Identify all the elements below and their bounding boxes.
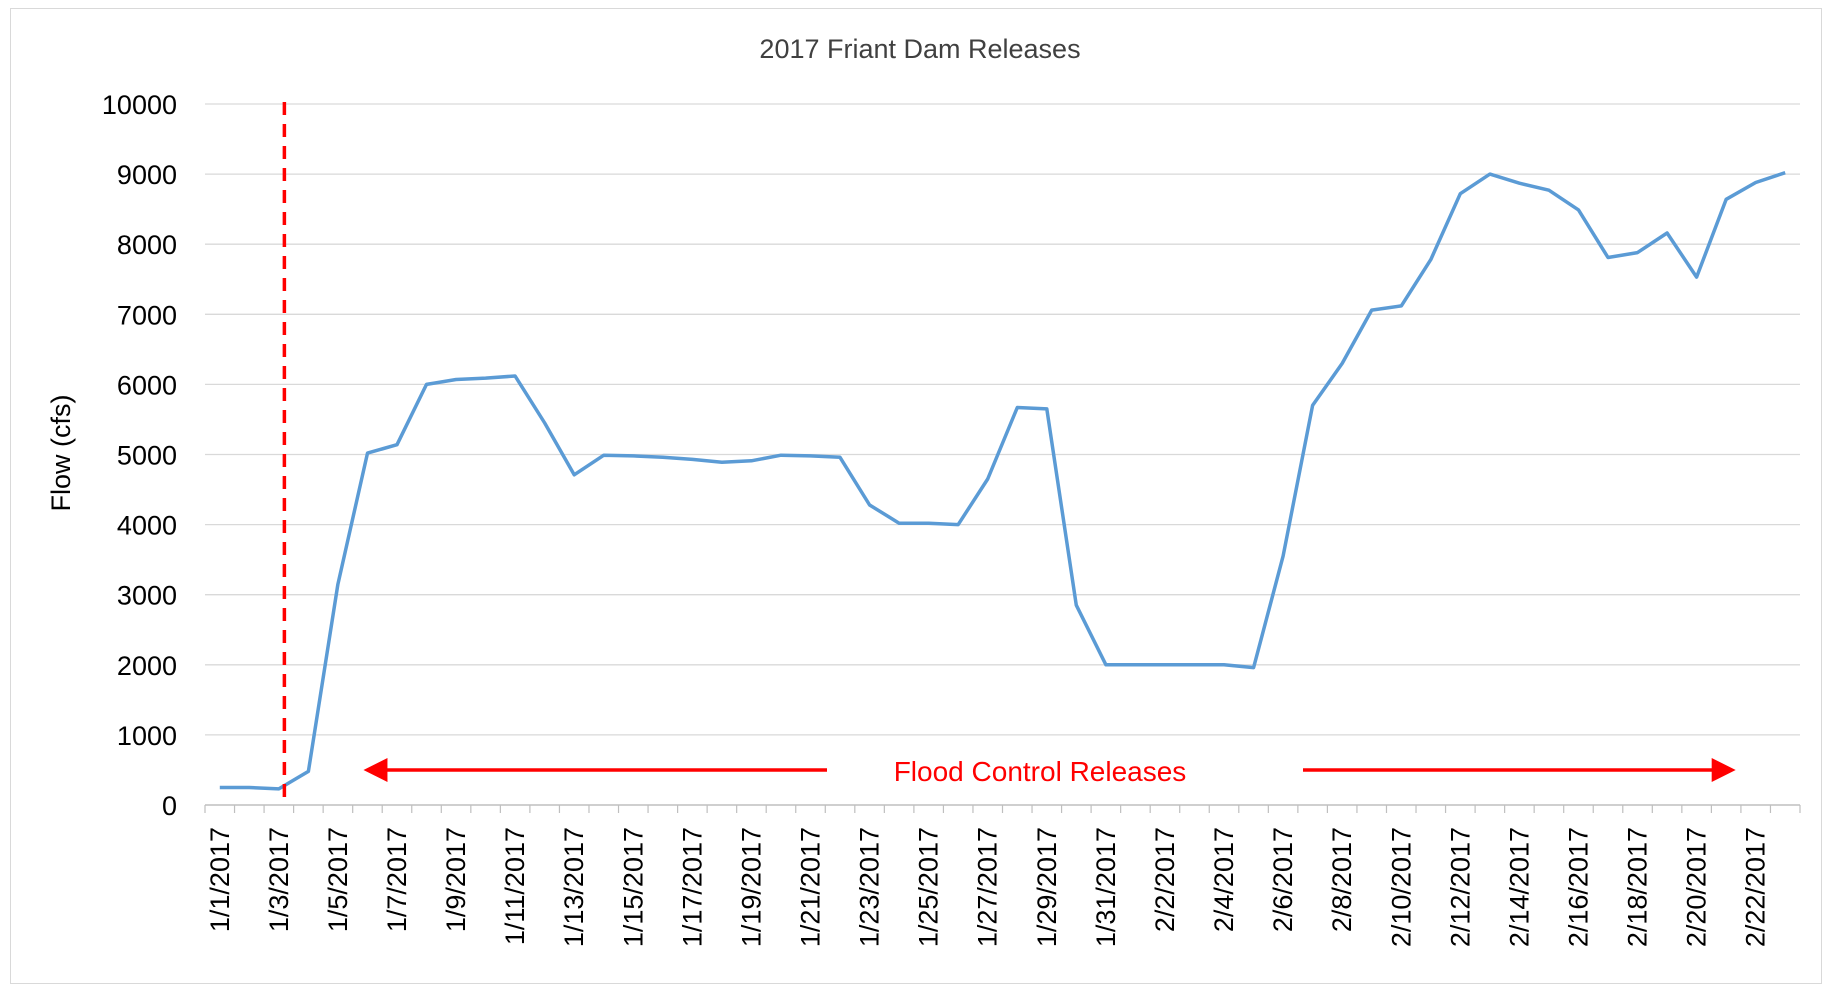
x-tick-label: 1/9/2017	[441, 827, 471, 932]
annotations: Flood Control Releases	[282, 102, 1736, 805]
x-axis-ticks: 1/1/2017 1/3/2017 1/5/2017 1/7/2017 1/9/2017…	[204, 805, 1801, 947]
x-tick-label: 1/23/2017	[855, 827, 885, 947]
x-tick-label: 1/13/2017	[559, 827, 589, 947]
chart-title: 2017 Friant Dam Releases	[759, 34, 1080, 64]
y-tick-label: 9000	[117, 160, 177, 190]
y-tick-label: 1000	[117, 721, 177, 751]
x-tick-label: 2/14/2017	[1504, 827, 1534, 947]
chart-frame	[10, 8, 1822, 984]
x-tick-label: 2/4/2017	[1209, 827, 1239, 932]
x-tick-label: 1/3/2017	[264, 827, 294, 932]
arrow-left-head	[363, 758, 388, 782]
x-tick-label: 2/6/2017	[1268, 827, 1298, 932]
x-tick-label: 2/16/2017	[1563, 827, 1593, 947]
x-tick-label: 1/5/2017	[323, 827, 353, 932]
x-tick-label: 2/22/2017	[1741, 827, 1771, 947]
y-tick-label: 4000	[117, 511, 177, 541]
flood-control-label: Flood Control Releases	[894, 756, 1187, 787]
x-tick-label: 2/12/2017	[1445, 827, 1475, 947]
y-tick-label: 7000	[117, 300, 177, 330]
gridlines	[205, 103, 1800, 736]
x-tick-label: 1/31/2017	[1091, 827, 1121, 947]
y-tick-label: 0	[162, 791, 177, 821]
x-tick-label: 1/11/2017	[500, 827, 530, 945]
x-tick-label: 2/8/2017	[1327, 827, 1357, 932]
x-tick-label: 2/20/2017	[1682, 827, 1712, 947]
arrow-right-head	[1711, 758, 1736, 782]
x-tick-label: 1/15/2017	[618, 827, 648, 947]
x-tick-label: 1/21/2017	[796, 827, 826, 947]
y-tick-label: 6000	[117, 370, 177, 400]
x-tick-label: 1/1/2017	[205, 827, 235, 932]
y-axis-ticks: 0 1000 2000 3000 4000 5000 6000 7000 8000 9000 100…	[102, 90, 177, 821]
y-tick-label: 5000	[117, 441, 177, 471]
x-tick-label: 1/17/2017	[677, 827, 707, 947]
y-tick-label: 10000	[102, 90, 177, 120]
series-line	[219, 171, 1786, 791]
y-tick-label: 3000	[117, 581, 177, 611]
y-axis-label: Flow (cfs)	[46, 395, 76, 512]
x-tick-label: 1/25/2017	[914, 827, 944, 947]
y-tick-label: 2000	[117, 651, 177, 681]
y-tick-label: 8000	[117, 230, 177, 260]
x-tick-label: 1/27/2017	[973, 827, 1003, 947]
x-tick-label: 1/7/2017	[382, 827, 412, 932]
series-group	[219, 171, 1786, 791]
x-tick-label: 2/2/2017	[1150, 827, 1180, 932]
x-tick-label: 2/18/2017	[1623, 827, 1653, 947]
x-tick-label: 1/19/2017	[736, 827, 766, 947]
x-tick-label: 1/29/2017	[1032, 827, 1062, 947]
x-tick-label: 2/10/2017	[1386, 827, 1416, 947]
